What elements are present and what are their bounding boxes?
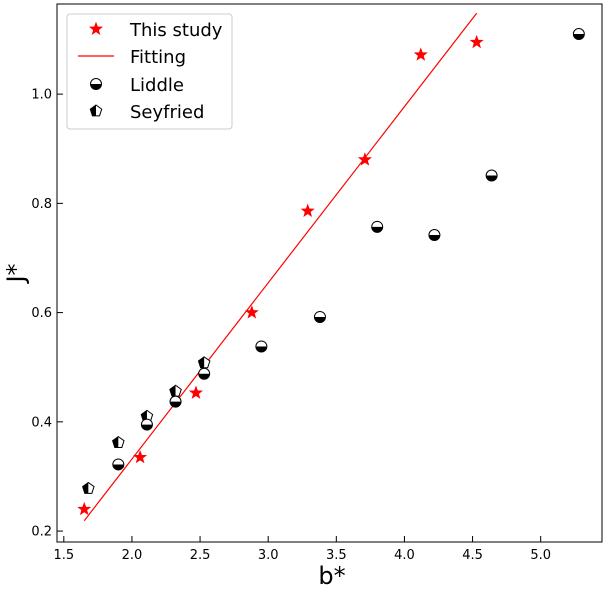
y-tick-label: 0.6 [31, 306, 52, 321]
seyfried-point [197, 356, 211, 369]
this-study-point [77, 501, 92, 516]
x-tick-label: 4.5 [462, 548, 483, 563]
liddle-point [112, 458, 125, 471]
x-tick-label: 5.0 [530, 548, 551, 563]
this-study-point [357, 152, 372, 166]
y-tick-label: 0.8 [31, 197, 52, 212]
x-axis-label: b* [318, 562, 345, 590]
this-study-point [133, 449, 148, 464]
fitting-line-layer [83, 12, 478, 522]
x-axis-ticks: 1.5 2.0 2.5 3.0 3.5 4.0 4.5 5.0 [53, 536, 551, 563]
legend-label: Seyfried [130, 102, 204, 123]
liddle-point [140, 418, 153, 431]
liddle-point [198, 367, 211, 380]
y-tick-label: 0.2 [31, 525, 52, 540]
liddle-point [169, 395, 182, 408]
x-tick-label: 3.0 [258, 548, 279, 563]
legend: This study Fitting Liddle Seyfried [66, 13, 233, 130]
seyfried-point [140, 409, 154, 422]
legend-label: This study [129, 20, 223, 41]
y-axis-label: J* [2, 263, 30, 284]
x-tick-label: 2.5 [190, 548, 211, 563]
seyfried-point [112, 435, 125, 448]
x-tick-label: 1.5 [53, 548, 74, 563]
liddle-point [428, 229, 441, 242]
x-tick-label: 4.0 [394, 548, 415, 563]
legend-label: Fitting [130, 47, 186, 68]
this-study-point [244, 305, 259, 319]
y-tick-label: 1.0 [31, 88, 52, 103]
legend-label: Liddle [130, 75, 184, 96]
legend-circle-marker [90, 78, 102, 90]
seyfried-point [82, 481, 95, 494]
legend-star-marker [88, 21, 104, 35]
this-study-point [188, 385, 203, 399]
liddle-point [255, 340, 268, 353]
this-study-point [413, 47, 428, 61]
x-tick-label: 2.0 [122, 548, 143, 563]
legend-pentagon-marker [89, 104, 103, 117]
liddle-point [572, 28, 585, 41]
fitting-line [83, 12, 478, 522]
y-axis-ticks: 0.2 0.4 0.6 0.8 1.0 [31, 88, 63, 540]
y-tick-label: 0.4 [31, 415, 52, 430]
liddle-point [485, 169, 498, 182]
liddle-point [313, 310, 326, 323]
this-study-point [300, 203, 315, 217]
legend-box [66, 13, 233, 130]
this-study-point [469, 34, 484, 49]
liddle-point [371, 220, 384, 233]
x-tick-label: 3.5 [326, 548, 347, 563]
data-points-layer [77, 28, 585, 516]
